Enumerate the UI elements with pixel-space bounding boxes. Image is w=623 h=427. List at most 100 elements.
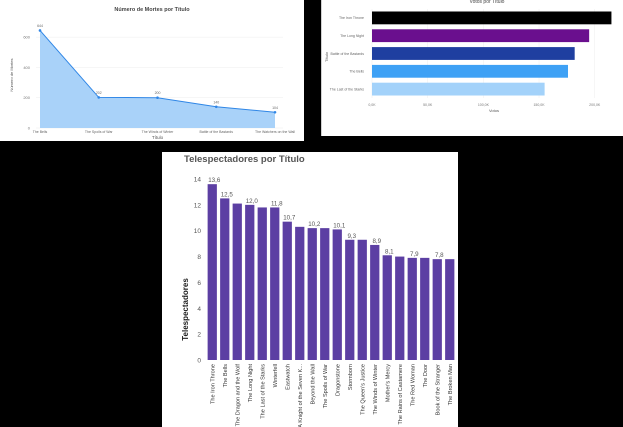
x-tick-label: The Broken Man [448, 364, 454, 405]
x-tick-label: 200,0K [589, 103, 601, 107]
x-tick-label: Stormborn [348, 364, 354, 390]
x-axis-title: Título [152, 135, 164, 140]
area-fill [40, 30, 275, 129]
y-tick-label: 600 [23, 35, 30, 40]
data-label: 10,7 [283, 215, 296, 222]
x-tick-label: The Last of the Starks [260, 364, 266, 419]
bar [382, 255, 392, 360]
x-tick-label: Eastwatch [285, 364, 291, 390]
x-tick-label: Beyond the Wall [310, 364, 316, 405]
bar [372, 82, 545, 96]
data-point [214, 105, 218, 109]
x-tick-label: A Knight of the Seven K... [298, 364, 304, 427]
data-label: 13,6 [208, 177, 221, 184]
y-tick-label: 2 [197, 332, 201, 339]
chart-title: Telespectadores por Título [184, 154, 305, 165]
x-tick-label: Winterfell [273, 364, 279, 387]
data-label: 644 [37, 24, 43, 28]
x-tick-label: 0,0K [368, 103, 376, 107]
bar [372, 64, 568, 78]
bar [307, 228, 317, 360]
y-tick-label: 4 [197, 306, 201, 313]
y-tick-label: 400 [23, 65, 30, 70]
data-label: 104 [272, 106, 278, 110]
data-label: 12,5 [221, 191, 234, 198]
data-point [38, 29, 42, 32]
data-label: 12,0 [246, 198, 259, 205]
bar [232, 203, 242, 360]
bar [372, 47, 575, 60]
data-label: 140 [213, 100, 219, 104]
chart-title: Votos por Título [470, 0, 505, 5]
x-tick-label: Battle of the Bastards [200, 130, 234, 134]
y-axis-title: Título [324, 51, 329, 62]
bar [372, 11, 612, 25]
bar [295, 226, 305, 360]
data-label: 10,1 [333, 222, 346, 229]
data-label: 10,2 [308, 221, 321, 228]
bar [220, 198, 230, 360]
x-tick-label: Mother's Mercy [385, 364, 391, 402]
bar [372, 29, 590, 43]
bar [407, 257, 417, 360]
bar [357, 239, 367, 360]
x-tick-label: The Queen's Justice [360, 364, 366, 415]
x-tick-label: 100,0K [478, 103, 490, 107]
y-tick-label: 0 [197, 358, 201, 365]
x-tick-label: Book of the Stranger [435, 364, 441, 415]
bar [320, 228, 330, 360]
x-tick-label: The Winds of Winter [142, 130, 175, 134]
y-tick-label: The Long Night [340, 34, 364, 38]
y-tick-label: 14 [194, 177, 202, 184]
data-point [273, 110, 277, 114]
data-label: 8,1 [385, 248, 394, 255]
bar [345, 239, 355, 360]
x-tick-label: 150,0K [533, 103, 545, 107]
data-label: 11,8 [271, 200, 283, 207]
x-tick-label: The Bells [223, 364, 229, 388]
x-tick-label: The Dragon and the Wolf [235, 364, 241, 427]
bar [420, 257, 430, 360]
data-label: 9,3 [347, 233, 356, 240]
bar [332, 229, 342, 360]
bar [282, 221, 292, 360]
votes-bar-chart: Votos por Título Título Votos 0,0K 50,0K 100,… [324, 0, 612, 113]
y-axis-title: Telespectadores [181, 278, 190, 341]
y-tick-label: 12 [194, 202, 202, 209]
data-label: 7,8 [435, 252, 444, 259]
bar [445, 259, 455, 360]
x-tick-label: The Bells [33, 130, 48, 134]
data-label: 8,9 [372, 238, 381, 245]
y-tick-label: 8 [197, 254, 201, 261]
data-label: 200 [155, 91, 161, 95]
viewers-bar-chart: Telespectadores por Título Telespectadore… [181, 154, 455, 427]
data-point [97, 96, 101, 99]
y-tick-label: Battle of the Bastards [331, 52, 365, 56]
x-tick-label: The Red Woman [410, 364, 416, 406]
bar [370, 244, 380, 360]
bar [207, 184, 217, 360]
x-axis-title: Votos [489, 108, 499, 113]
y-tick-label: The Last of the Starks [330, 87, 364, 91]
x-tick-label: The Winds of Winter [373, 364, 379, 415]
x-tick-label: The Rains of Castamere [398, 364, 404, 425]
data-label: 202 [96, 91, 102, 95]
votes-chart-panel: Votos por Título Título Votos 0,0K 50,0K 100,… [321, 0, 623, 136]
data-label: 7,9 [410, 251, 419, 258]
bar [395, 256, 405, 360]
chart-title: Número de Mortes por Título [114, 7, 190, 13]
bar [432, 259, 442, 360]
y-tick-label: 0 [28, 126, 31, 131]
x-tick-label: The Iron Throne [210, 364, 216, 404]
y-tick-label: The Bells [349, 70, 364, 74]
y-tick-label: 10 [194, 228, 202, 235]
x-tick-label: The Door [423, 364, 429, 387]
deaths-area-chart: Número de Mortes por Título Número de Mor… [9, 7, 295, 140]
y-tick-label: 6 [197, 280, 201, 287]
x-tick-label: The Spoils of War [323, 364, 329, 408]
x-tick-label: The Watchers on the Wall [255, 130, 295, 134]
data-point [156, 96, 159, 100]
x-tick-label: Dragonstone [335, 364, 341, 396]
deaths-chart-panel: Número de Mortes por Título Número de Mor… [0, 0, 304, 141]
x-tick-label: The Long Night [248, 364, 254, 403]
